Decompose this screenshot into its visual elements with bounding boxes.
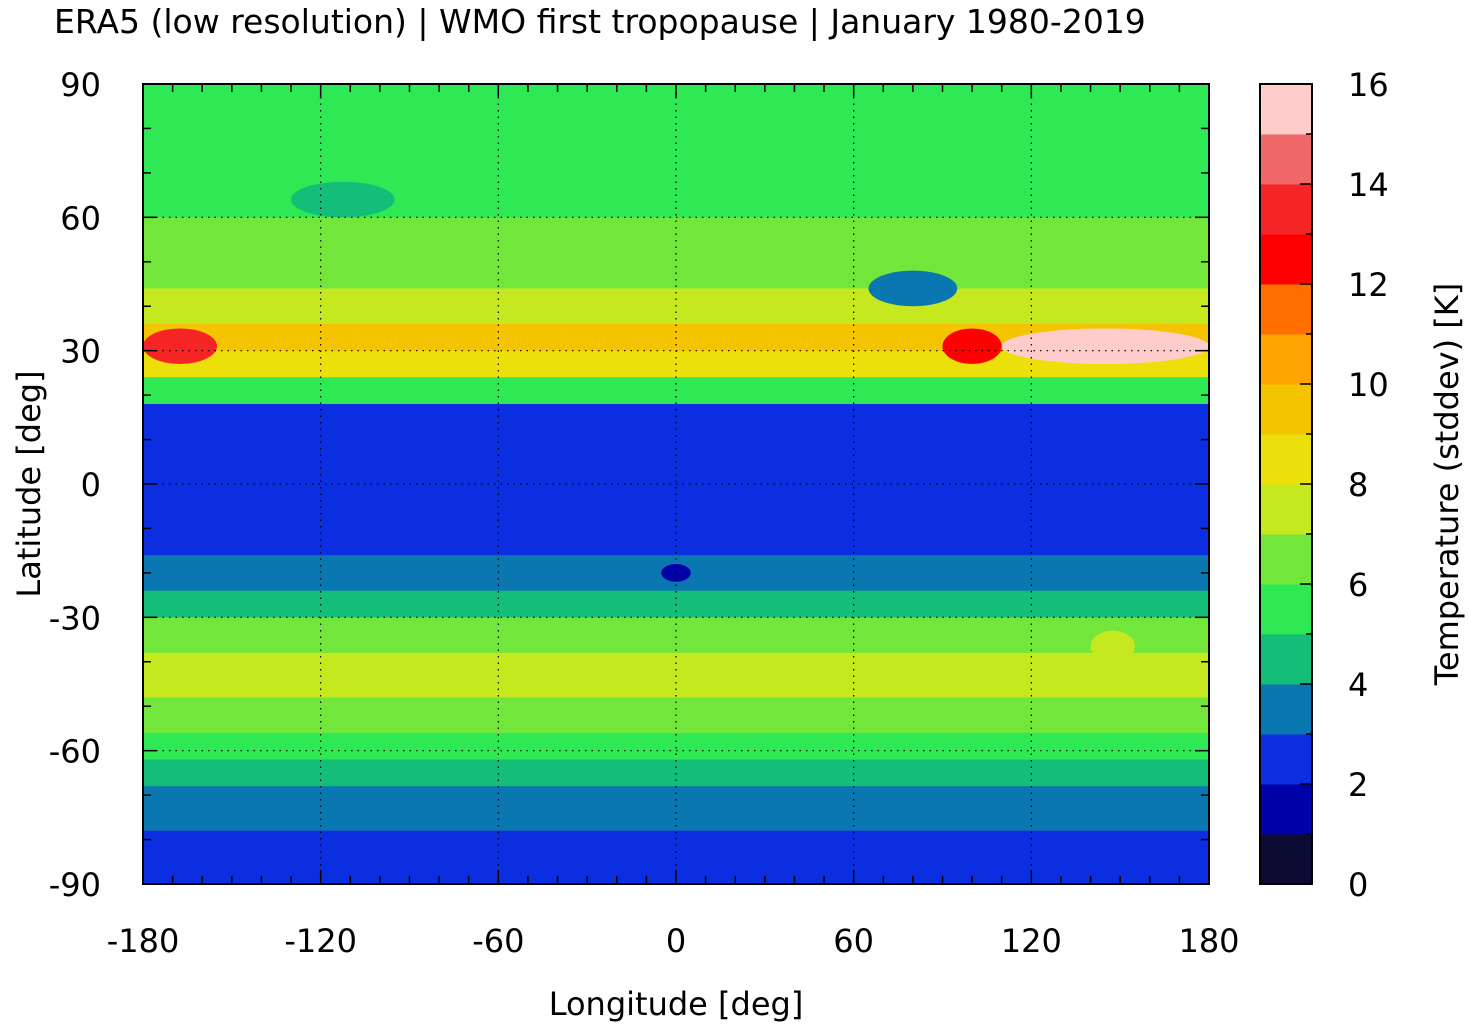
heat-feature <box>291 181 395 218</box>
colorbar-segment <box>1260 334 1312 385</box>
colorbar-tick-label: 10 <box>1348 366 1389 404</box>
heat-feature <box>143 328 218 364</box>
colorbar-label: Temperature (stddev) [K] <box>1428 283 1466 686</box>
colorbar-segment <box>1260 184 1312 235</box>
heat-band <box>143 128 1209 156</box>
colorbar-tick-label: 12 <box>1348 266 1389 304</box>
x-axis-label: Longitude [deg] <box>549 985 804 1023</box>
x-tick-label: -60 <box>472 922 524 960</box>
colorbar-tick-label: 2 <box>1348 766 1368 804</box>
colorbar-segment <box>1260 484 1312 535</box>
colorbar-segment <box>1260 734 1312 785</box>
heat-feature <box>1090 630 1135 662</box>
colorbar <box>1260 84 1312 885</box>
colorbar-segment <box>1260 134 1312 185</box>
colorbar-segment <box>1260 234 1312 285</box>
colorbar-tick-label: 8 <box>1348 466 1368 504</box>
heat-band <box>143 732 1209 761</box>
colorbar-segment <box>1260 684 1312 735</box>
y-tick-label: -90 <box>49 866 101 904</box>
heat-band <box>143 448 1209 512</box>
heat-band <box>143 252 1209 289</box>
colorbar-segment <box>1260 434 1312 485</box>
y-tick-label: 0 <box>81 466 101 504</box>
heat-feature <box>942 328 1002 364</box>
x-tick-label: 120 <box>1001 922 1062 960</box>
y-tick-label: -30 <box>49 599 101 637</box>
colorbar-segment <box>1260 584 1312 635</box>
colorbar-segment <box>1260 84 1312 135</box>
heat-band <box>143 652 1209 698</box>
colorbar-segment <box>1260 634 1312 685</box>
colorbar-tick-label: 0 <box>1348 866 1368 904</box>
y-tick-label: 60 <box>60 199 101 237</box>
y-tick-label: -60 <box>49 733 101 771</box>
colorbar-segment <box>1260 284 1312 335</box>
x-tick-label: 60 <box>833 922 874 960</box>
colorbar-segment <box>1260 534 1312 585</box>
y-tick-label: 90 <box>60 66 101 104</box>
x-tick-label: -180 <box>107 922 180 960</box>
y-tick-label: 30 <box>60 333 101 371</box>
heat-feature <box>1001 328 1209 364</box>
y-axis-label: Latitude [deg] <box>10 370 48 597</box>
colorbar-tick-label: 6 <box>1348 566 1368 604</box>
heat-feature <box>868 270 958 307</box>
heat-band <box>143 617 1209 654</box>
colorbar-tick-label: 4 <box>1348 666 1368 704</box>
colorbar-tick-label: 16 <box>1348 66 1389 104</box>
colorbar-tick-label: 14 <box>1348 166 1389 204</box>
colorbar-segment <box>1260 784 1312 835</box>
x-tick-label: 0 <box>666 922 686 960</box>
x-tick-label: -120 <box>284 922 357 960</box>
x-tick-label: 180 <box>1178 922 1239 960</box>
colorbar-segment <box>1260 834 1312 885</box>
heat-band <box>143 404 1209 449</box>
plot-area <box>143 84 1209 884</box>
colorbar-segment <box>1260 384 1312 435</box>
chart-title: ERA5 (low resolution) | WMO first tropop… <box>54 2 1146 41</box>
